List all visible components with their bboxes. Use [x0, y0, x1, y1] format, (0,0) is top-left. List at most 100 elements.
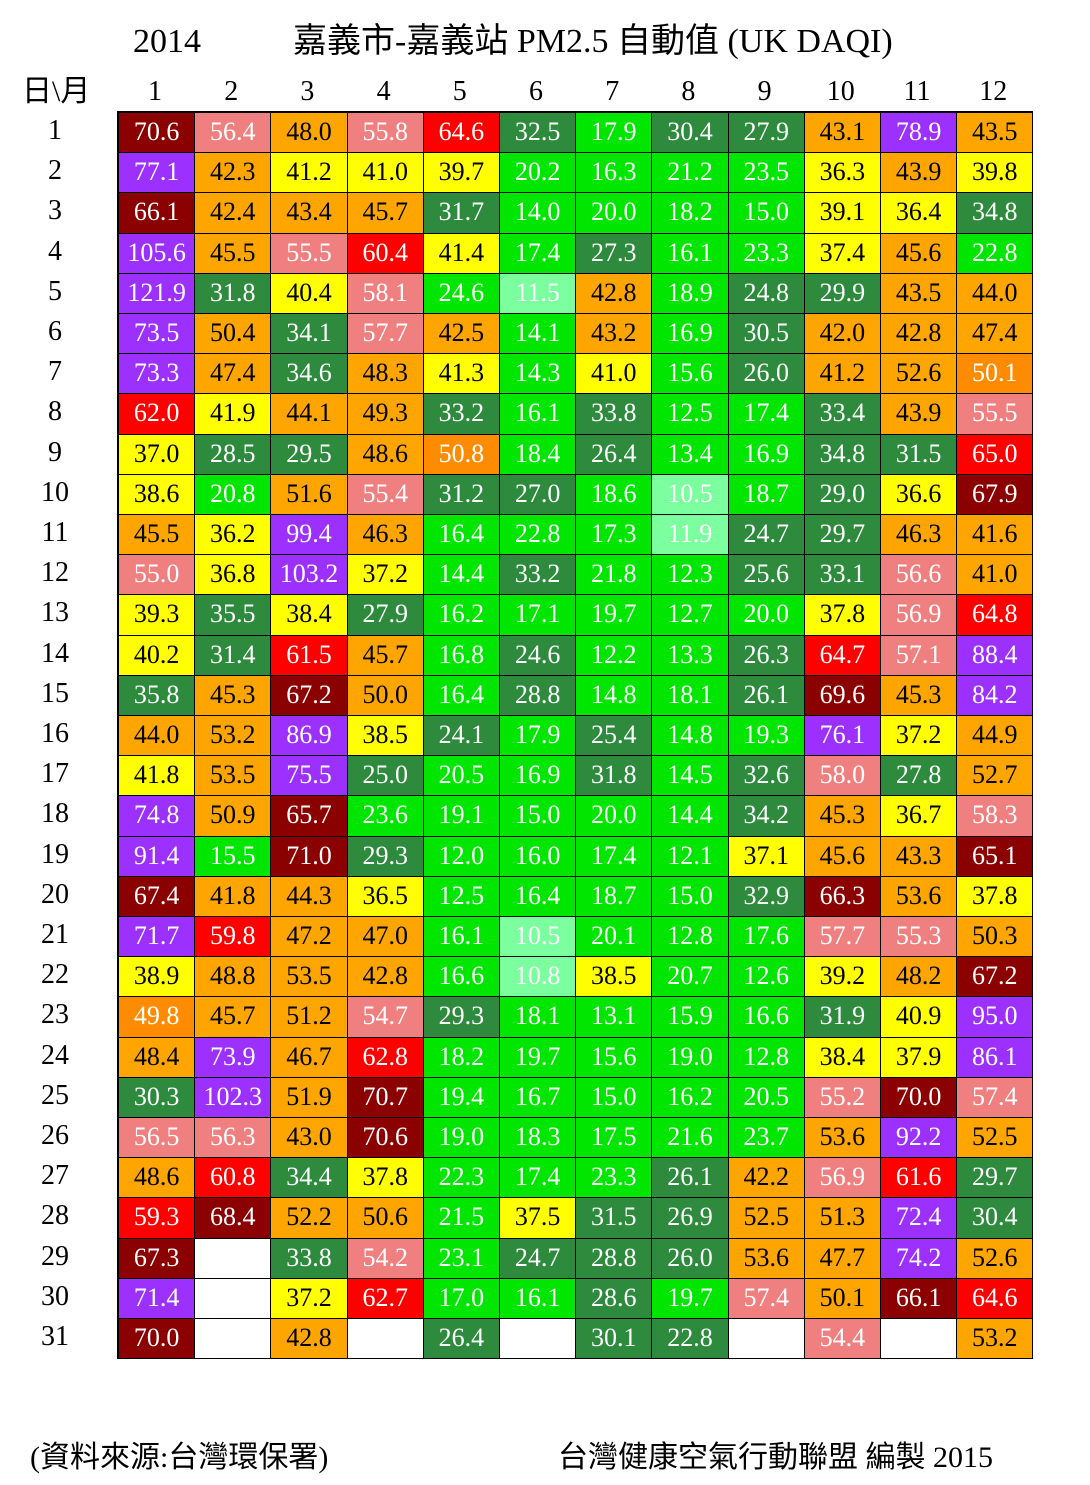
heatmap-cell: 56.9 [880, 594, 958, 636]
heatmap-cell: 20.2 [499, 152, 577, 194]
heatmap-cell: 43.5 [880, 272, 958, 314]
heatmap-cell: 45.6 [880, 232, 958, 274]
heatmap-cell: 84.2 [956, 674, 1034, 716]
heatmap-cell: 58.3 [956, 795, 1034, 837]
heatmap-cell: 12.6 [727, 956, 805, 998]
heatmap-cell [346, 1318, 424, 1360]
heatmap-cell: 30.5 [727, 313, 805, 355]
day-header-15: 15 [41, 677, 69, 709]
heatmap-cell: 15.0 [575, 1076, 653, 1118]
heatmap-cell: 16.2 [651, 1076, 729, 1118]
heatmap-cell: 45.3 [194, 674, 272, 716]
heatmap-cell: 16.3 [575, 152, 653, 194]
heatmap-cell: 55.5 [956, 393, 1034, 435]
heatmap-cell: 25.6 [727, 554, 805, 596]
heatmap-cell: 52.5 [956, 1117, 1034, 1159]
heatmap-cell: 60.8 [194, 1157, 272, 1199]
heatmap-cell: 51.3 [803, 1197, 881, 1239]
heatmap-cell: 65.0 [956, 433, 1034, 475]
heatmap-cell: 31.5 [880, 433, 958, 475]
heatmap-cell: 38.6 [118, 473, 196, 515]
day-header-27: 27 [41, 1160, 69, 1192]
heatmap-cell: 44.9 [956, 715, 1034, 757]
heatmap-cell: 56.3 [194, 1117, 272, 1159]
heatmap-cell: 45.7 [194, 996, 272, 1038]
heatmap-cell: 43.0 [270, 1117, 348, 1159]
day-header-22: 22 [41, 959, 69, 991]
heatmap-cell: 30.4 [956, 1197, 1034, 1239]
heatmap-cell: 15.9 [651, 996, 729, 1038]
heatmap-cell: 14.0 [499, 192, 577, 234]
heatmap-cell: 18.3 [499, 1117, 577, 1159]
heatmap-cell: 32.9 [727, 875, 805, 917]
heatmap-cell: 47.2 [270, 916, 348, 958]
heatmap-cell: 18.1 [499, 996, 577, 1038]
heatmap-cell: 14.4 [651, 795, 729, 837]
heatmap-cell: 50.6 [346, 1197, 424, 1239]
heatmap-cell: 27.3 [575, 232, 653, 274]
heatmap-cell: 11.5 [499, 272, 577, 314]
month-header-9: 9 [757, 76, 772, 107]
month-header-11: 11 [903, 76, 931, 107]
heatmap-cell: 15.5 [194, 835, 272, 877]
heatmap-cell: 16.0 [499, 835, 577, 877]
heatmap-cell: 51.9 [270, 1076, 348, 1118]
heatmap-cell: 49.3 [346, 393, 424, 435]
heatmap-cell: 17.0 [422, 1277, 500, 1319]
heatmap-cell: 19.4 [422, 1076, 500, 1118]
heatmap-cell: 50.8 [422, 433, 500, 475]
month-header-8: 8 [681, 76, 696, 107]
heatmap-cell: 48.3 [346, 353, 424, 395]
heatmap-cell: 62.0 [118, 393, 196, 435]
heatmap-cell: 28.8 [499, 674, 577, 716]
heatmap-cell: 12.1 [651, 835, 729, 877]
heatmap-cell: 20.1 [575, 916, 653, 958]
heatmap-cell: 29.3 [346, 835, 424, 877]
heatmap-cell: 53.2 [194, 715, 272, 757]
heatmap-cell: 43.2 [575, 313, 653, 355]
heatmap-cell: 47.7 [803, 1237, 881, 1279]
heatmap-cell: 57.7 [803, 916, 881, 958]
heatmap-cell: 34.1 [270, 313, 348, 355]
heatmap-cell: 42.2 [727, 1157, 805, 1199]
heatmap-cell: 92.2 [880, 1117, 958, 1159]
month-header-12: 12 [979, 76, 1008, 107]
month-header-6: 6 [529, 76, 543, 107]
heatmap-cell: 20.5 [422, 755, 500, 797]
heatmap-cell: 69.6 [803, 674, 881, 716]
heatmap-cell: 37.2 [880, 715, 958, 757]
heatmap-cell: 47.4 [194, 353, 272, 395]
heatmap-cell: 17.9 [575, 112, 653, 154]
heatmap-cell: 43.1 [803, 112, 881, 154]
heatmap-cell: 46.7 [270, 1036, 348, 1078]
heatmap-cell: 36.7 [880, 795, 958, 837]
heatmap-cell: 20.0 [575, 192, 653, 234]
heatmap-cell: 41.4 [422, 232, 500, 274]
heatmap-cell: 37.0 [118, 433, 196, 475]
heatmap-cell: 19.1 [422, 795, 500, 837]
heatmap-cell: 17.5 [575, 1117, 653, 1159]
heatmap-cell: 42.8 [880, 313, 958, 355]
heatmap-cell: 64.6 [956, 1277, 1034, 1319]
heatmap-cell: 33.1 [803, 554, 881, 596]
heatmap-cell: 62.7 [346, 1277, 424, 1319]
heatmap-cell: 45.5 [194, 232, 272, 274]
heatmap-cell: 23.3 [575, 1157, 653, 1199]
heatmap-cell: 67.3 [118, 1237, 196, 1279]
heatmap-cell: 20.8 [194, 473, 272, 515]
heatmap-cell: 20.5 [727, 1076, 805, 1118]
heatmap-cell: 13.3 [651, 634, 729, 676]
heatmap-cell: 51.6 [270, 473, 348, 515]
heatmap-cell: 27.9 [346, 594, 424, 636]
heatmap-cell: 21.5 [422, 1197, 500, 1239]
heatmap-cell: 46.3 [880, 514, 958, 556]
heatmap-cell: 40.9 [880, 996, 958, 1038]
heatmap-cell: 54.7 [346, 996, 424, 1038]
day-header-21: 21 [41, 919, 69, 950]
heatmap-cell: 71.7 [118, 916, 196, 958]
heatmap-cell: 10.5 [499, 916, 577, 958]
heatmap-cell: 43.5 [956, 112, 1034, 154]
heatmap-cell: 18.2 [422, 1036, 500, 1078]
heatmap-cell: 56.5 [118, 1117, 196, 1159]
heatmap-cell: 45.7 [346, 634, 424, 676]
